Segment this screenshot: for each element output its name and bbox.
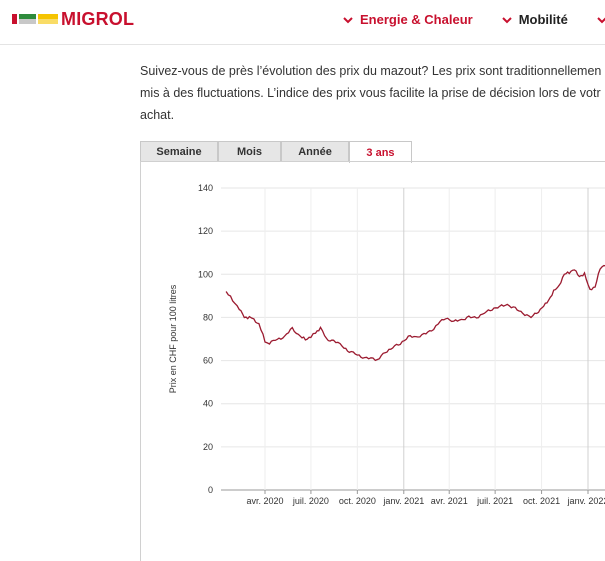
tab-3-ans[interactable]: 3 ans (349, 141, 412, 163)
x-tick-label: oct. 2021 (523, 496, 560, 506)
y-tick-label: 140 (198, 183, 213, 193)
intro-line: mis à des fluctuations. L’indice des pri… (140, 86, 601, 100)
logo-stripes-icon (12, 12, 58, 26)
y-tick-label: 40 (203, 399, 213, 409)
y-axis-label: Prix en CHF pour 100 litres (168, 284, 178, 393)
brand-name: MIGROL (61, 8, 135, 29)
tab-annee[interactable]: Année (281, 141, 349, 161)
site-header: MIGROL Energie & Chaleur Mobilité A (0, 0, 605, 45)
nav-label: Energie & Chaleur (360, 12, 473, 27)
nav-energie-chaleur[interactable]: Energie & Chaleur (342, 12, 473, 27)
x-tick-label: janv. 2021 (382, 496, 424, 506)
x-tick-label: oct. 2020 (339, 496, 376, 506)
tab-semaine[interactable]: Semaine (140, 141, 218, 161)
y-tick-label: 120 (198, 226, 213, 236)
period-tabs: Semaine Mois Année 3 ans (140, 141, 412, 163)
x-tick-label: juil. 2021 (476, 496, 513, 506)
x-tick-label: janv. 2022 (567, 496, 605, 506)
y-tick-label: 20 (203, 442, 213, 452)
nav-label: Mobilité (518, 12, 568, 27)
intro-line: Suivez-vous de près l’évolution des prix… (140, 64, 602, 78)
y-tick-label: 100 (198, 269, 213, 279)
price-chart: 0 20 40 60 80 100 120 140 avr. 2020 juil. 2020 oct… (168, 183, 605, 506)
nav-mobilite[interactable]: Mobilité (501, 12, 568, 27)
main-nav: Energie & Chaleur Mobilité A (342, 12, 605, 27)
y-tick-label: 0 (208, 485, 213, 495)
y-tick-label: 80 (203, 312, 213, 322)
price-series-line (225, 264, 605, 362)
intro-text: Suivez-vous de près l’évolution des prix… (140, 60, 605, 126)
nav-more[interactable]: A (596, 12, 605, 27)
migrol-logo[interactable]: MIGROL (12, 8, 134, 30)
tab-mois[interactable]: Mois (218, 141, 281, 161)
x-tick-label: avr. 2021 (431, 496, 468, 506)
intro-line: achat. (140, 108, 175, 122)
y-tick-label: 60 (203, 356, 213, 366)
price-chart-panel: 0 20 40 60 80 100 120 140 avr. 2020 juil. 2020 oct… (140, 161, 605, 561)
x-tick-label: avr. 2020 (246, 496, 283, 506)
x-tick-label: juil. 2020 (292, 496, 329, 506)
chevron-down-icon (501, 16, 512, 23)
chevron-down-icon (343, 16, 353, 23)
chevron-down-icon (597, 16, 605, 23)
